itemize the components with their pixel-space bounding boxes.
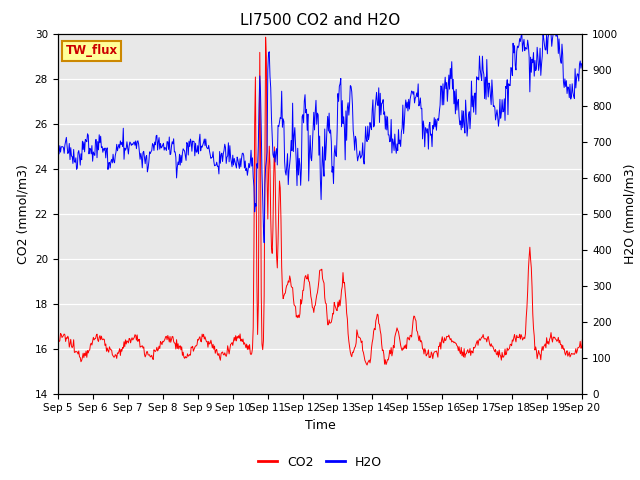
Y-axis label: H2O (mmol/m3): H2O (mmol/m3) <box>624 163 637 264</box>
Title: LI7500 CO2 and H2O: LI7500 CO2 and H2O <box>240 13 400 28</box>
Legend: CO2, H2O: CO2, H2O <box>253 451 387 474</box>
X-axis label: Time: Time <box>305 419 335 432</box>
Y-axis label: CO2 (mmol/m3): CO2 (mmol/m3) <box>16 164 29 264</box>
Text: TW_flux: TW_flux <box>65 44 118 58</box>
